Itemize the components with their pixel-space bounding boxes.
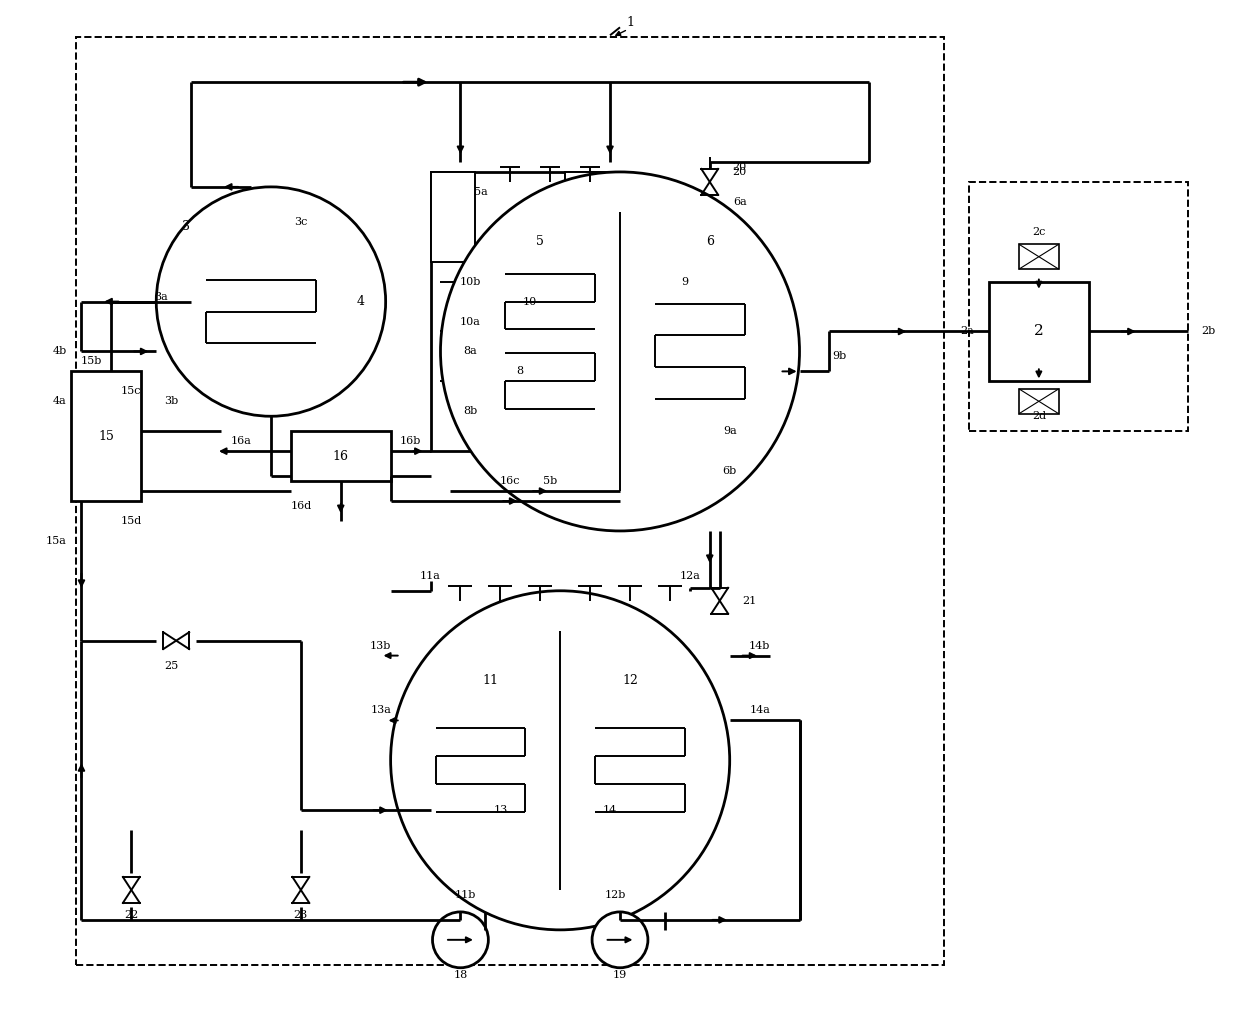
Circle shape <box>156 187 386 417</box>
Text: 3: 3 <box>182 221 190 233</box>
Text: 13a: 13a <box>371 706 391 716</box>
Text: 4b: 4b <box>52 346 67 356</box>
Text: 5: 5 <box>536 235 544 248</box>
Text: 11: 11 <box>482 674 498 687</box>
Circle shape <box>391 591 729 930</box>
Text: 4a: 4a <box>53 396 67 406</box>
Text: 1: 1 <box>626 16 634 29</box>
Bar <box>430 172 610 451</box>
Text: 9: 9 <box>681 277 688 287</box>
Text: 21: 21 <box>743 596 756 605</box>
Bar <box>990 282 1089 382</box>
Text: 6b: 6b <box>723 467 737 476</box>
Text: 12a: 12a <box>680 571 701 581</box>
Bar <box>565 172 610 261</box>
Bar <box>77 38 944 965</box>
Text: 15a: 15a <box>46 536 67 546</box>
Text: 16: 16 <box>332 449 348 463</box>
Text: 15c: 15c <box>122 386 141 396</box>
Text: 18: 18 <box>454 970 467 980</box>
Text: 13: 13 <box>494 806 507 815</box>
Text: 23: 23 <box>294 910 308 920</box>
Text: 14b: 14b <box>749 640 770 650</box>
Text: 2: 2 <box>1034 325 1044 339</box>
Text: 3b: 3b <box>164 396 179 406</box>
Bar <box>968 182 1188 431</box>
Text: 20: 20 <box>733 166 746 177</box>
Text: 2a: 2a <box>960 327 975 337</box>
Bar <box>430 172 475 261</box>
Text: 19: 19 <box>613 970 627 980</box>
Text: 4: 4 <box>357 295 365 308</box>
Text: 3c: 3c <box>294 216 308 227</box>
Text: 16d: 16d <box>290 501 311 512</box>
Bar <box>1019 389 1059 414</box>
Text: 13b: 13b <box>370 640 392 650</box>
Bar <box>1019 244 1059 270</box>
Text: 8b: 8b <box>464 406 477 417</box>
Text: 15b: 15b <box>81 356 102 367</box>
Text: 3a: 3a <box>154 292 169 301</box>
Text: 9a: 9a <box>723 426 737 436</box>
Text: 14: 14 <box>603 806 618 815</box>
Text: 20: 20 <box>733 162 746 172</box>
Bar <box>72 372 141 501</box>
Text: 8: 8 <box>517 367 523 377</box>
Text: 16a: 16a <box>231 436 252 446</box>
Text: 14a: 14a <box>749 706 770 716</box>
Text: 8a: 8a <box>464 346 477 356</box>
Circle shape <box>433 912 489 968</box>
Text: 11b: 11b <box>455 890 476 900</box>
Text: 5b: 5b <box>543 476 557 486</box>
Text: 12b: 12b <box>604 890 626 900</box>
Text: 16c: 16c <box>500 476 521 486</box>
Text: 16b: 16b <box>399 436 422 446</box>
Circle shape <box>591 912 649 968</box>
Text: 2b: 2b <box>1202 327 1215 337</box>
Text: 25: 25 <box>164 661 179 671</box>
Text: 6a: 6a <box>733 197 746 207</box>
Text: 10b: 10b <box>460 277 481 287</box>
Text: 15: 15 <box>98 430 114 443</box>
Bar <box>291 431 391 481</box>
Text: 9b: 9b <box>832 351 847 361</box>
Text: 2d: 2d <box>1032 411 1045 422</box>
Text: 12: 12 <box>622 674 637 687</box>
Text: 5a: 5a <box>474 187 487 197</box>
Text: 2c: 2c <box>1032 227 1045 237</box>
Circle shape <box>440 172 800 531</box>
Text: 10a: 10a <box>460 317 481 327</box>
Text: 22: 22 <box>124 910 139 920</box>
Text: 11a: 11a <box>420 571 441 581</box>
Text: 10: 10 <box>523 296 537 306</box>
Text: 6: 6 <box>706 235 714 248</box>
Text: 15d: 15d <box>120 516 141 526</box>
